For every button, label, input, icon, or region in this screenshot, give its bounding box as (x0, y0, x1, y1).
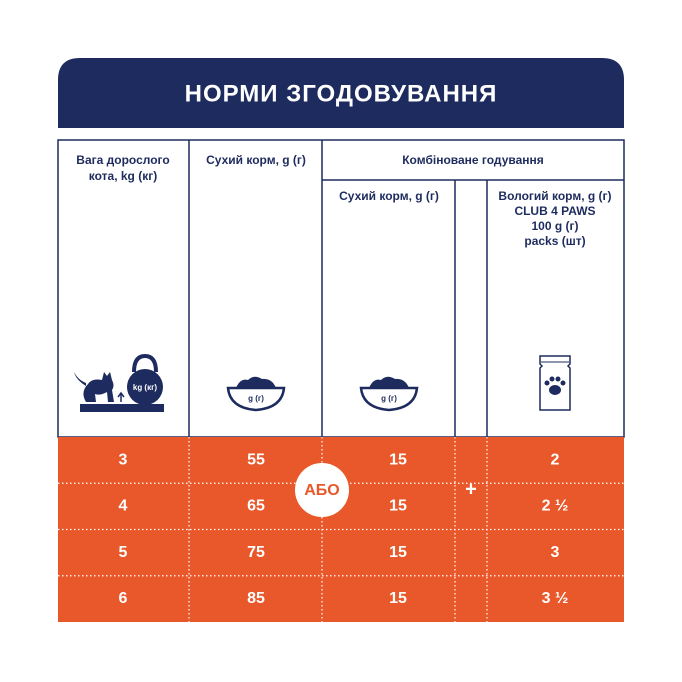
cell: 85 (247, 590, 265, 607)
column-header: CLUB 4 PAWS (514, 204, 595, 218)
cell: 3 ½ (542, 590, 569, 607)
icon-label: g (г) (381, 394, 397, 403)
cell: 3 (119, 451, 128, 468)
cell: 15 (389, 451, 407, 468)
cell: 65 (247, 498, 265, 515)
cell: 2 ½ (542, 498, 569, 515)
cell: 15 (389, 544, 407, 561)
cell: 3 (551, 544, 560, 561)
cell: 75 (247, 544, 265, 561)
table-body: 3 55 15 2 4 65 15 2 ½ 5 75 15 3 6 85 15 3 ½ (58, 451, 624, 607)
column-header: packs (шт) (524, 234, 585, 248)
header-bar (58, 58, 624, 128)
column-header: Сухий корм, g (г) (339, 189, 439, 203)
cell: 2 (551, 451, 560, 468)
column-header: кота, kg (кг) (89, 169, 157, 183)
icon-label: kg (кг) (133, 383, 158, 392)
icon-label: g (г) (248, 394, 264, 403)
or-label: АБО (304, 482, 340, 499)
cat-icon: kg (кг) (74, 353, 164, 412)
cell: 15 (389, 498, 407, 515)
bowl-icon: g (г) (226, 376, 286, 412)
cell: 15 (389, 590, 407, 607)
plus-label: + (465, 478, 477, 500)
group-header: Комбіноване годування (402, 153, 544, 167)
cell: 55 (247, 451, 265, 468)
bowl-icon: g (г) (359, 376, 419, 412)
column-header: Вологий корм, g (г) (498, 189, 611, 203)
pouch-icon (539, 355, 571, 411)
column-header: Сухий корм, g (г) (206, 153, 306, 167)
cell: 6 (119, 590, 128, 607)
column-header: 100 g (г) (531, 219, 578, 233)
cell: 5 (119, 544, 128, 561)
title: НОРМИ ЗГОДОВУВАННЯ (185, 80, 498, 107)
column-header: Вага дорослого (76, 153, 169, 167)
or-badge (295, 463, 349, 517)
data-area (58, 437, 624, 622)
cell: 4 (119, 498, 128, 515)
